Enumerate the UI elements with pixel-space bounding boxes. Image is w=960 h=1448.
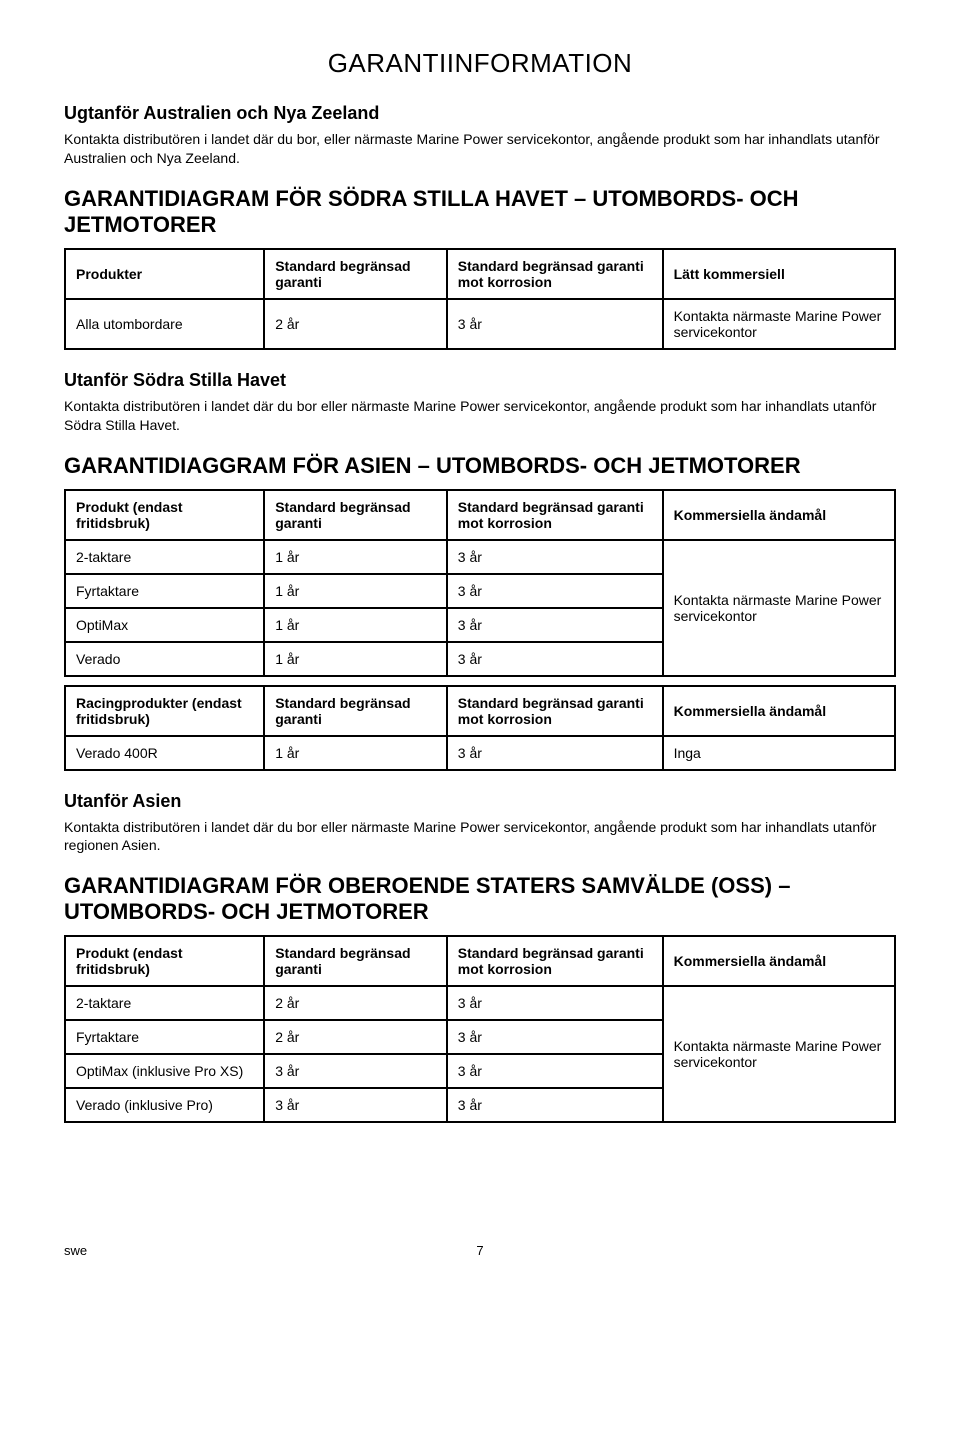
cell: OptiMax (inklusive Pro XS) xyxy=(65,1054,264,1088)
th-std: Standard begränsad garanti xyxy=(264,686,447,736)
table-cis: Produkt (endast fritidsbruk) Standard be… xyxy=(64,935,896,1123)
th-product: Produkt (endast fritidsbruk) xyxy=(65,490,264,540)
cell: Kontakta närmaste Marine Power serviceko… xyxy=(663,299,895,349)
cell: 3 år xyxy=(447,1088,663,1122)
cell: 3 år xyxy=(447,1020,663,1054)
table-row: 2-taktare 1 år 3 år Kontakta närmaste Ma… xyxy=(65,540,895,574)
cell: Fyrtaktare xyxy=(65,1020,264,1054)
cell: 1 år xyxy=(264,736,447,770)
section3-title: Utanför Södra Stilla Havet xyxy=(64,370,896,391)
cell: 3 år xyxy=(447,540,663,574)
th-comm: Lätt kommersiell xyxy=(663,249,895,299)
page-number: 7 xyxy=(476,1243,483,1258)
section6-title: GARANTIDIAGRAM FÖR OBEROENDE STATERS SAM… xyxy=(64,873,896,925)
th-corr: Standard begränsad garanti mot korrosion xyxy=(447,490,663,540)
cell: 3 år xyxy=(447,299,663,349)
th-corr: Standard begränsad garanti mot korrosion xyxy=(447,686,663,736)
cell: 2-taktare xyxy=(65,540,264,574)
cell: 3 år xyxy=(447,642,663,676)
section1-title: Ugtanför Australien och Nya Zeeland xyxy=(64,103,896,124)
table-south-pacific: Produkter Standard begränsad garanti Sta… xyxy=(64,248,896,350)
section5-title: Utanför Asien xyxy=(64,791,896,812)
cell: Verado xyxy=(65,642,264,676)
th-comm: Kommersiella ändamål xyxy=(663,490,895,540)
section1-body: Kontakta distributören i landet där du b… xyxy=(64,130,896,168)
cell: Verado 400R xyxy=(65,736,264,770)
table-asia-2: Racingprodukter (endast fritidsbruk) Sta… xyxy=(64,685,896,771)
cell: 1 år xyxy=(264,642,447,676)
th-corr: Standard begränsad garanti mot korrosion xyxy=(447,249,663,299)
table-row: Alla utombordare 2 år 3 år Kontakta närm… xyxy=(65,299,895,349)
cell: 3 år xyxy=(447,736,663,770)
th-std: Standard begränsad garanti xyxy=(264,249,447,299)
cell: 3 år xyxy=(447,608,663,642)
th-product: Racingprodukter (endast fritidsbruk) xyxy=(65,686,264,736)
cell-merged: Kontakta närmaste Marine Power serviceko… xyxy=(663,540,895,676)
cell: 1 år xyxy=(264,608,447,642)
footer-left: swe xyxy=(64,1243,87,1258)
section3-body: Kontakta distributören i landet där du b… xyxy=(64,397,896,435)
table-row: 2-taktare 2 år 3 år Kontakta närmaste Ma… xyxy=(65,986,895,1020)
section4-title: GARANTIDIAGGRAM FÖR ASIEN – UTOMBORDS- O… xyxy=(64,453,896,479)
th-product: Produkt (endast fritidsbruk) xyxy=(65,936,264,986)
page-footer: swe 7 xyxy=(64,1243,896,1258)
cell: 2 år xyxy=(264,1020,447,1054)
cell: Inga xyxy=(663,736,895,770)
cell: 3 år xyxy=(447,986,663,1020)
cell: 1 år xyxy=(264,574,447,608)
cell: Verado (inklusive Pro) xyxy=(65,1088,264,1122)
table-asia-1: Produkt (endast fritidsbruk) Standard be… xyxy=(64,489,896,677)
section2-title: GARANTIDIAGRAM FÖR SÖDRA STILLA HAVET – … xyxy=(64,186,896,238)
cell: 3 år xyxy=(447,574,663,608)
cell: 2 år xyxy=(264,299,447,349)
cell: 3 år xyxy=(447,1054,663,1088)
page-title: GARANTIINFORMATION xyxy=(64,48,896,79)
th-std: Standard begränsad garanti xyxy=(264,936,447,986)
cell: 2-taktare xyxy=(65,986,264,1020)
cell: 3 år xyxy=(264,1088,447,1122)
th-product: Produkter xyxy=(65,249,264,299)
cell: 1 år xyxy=(264,540,447,574)
cell-merged: Kontakta närmaste Marine Power serviceko… xyxy=(663,986,895,1122)
cell: 2 år xyxy=(264,986,447,1020)
cell: OptiMax xyxy=(65,608,264,642)
th-comm: Kommersiella ändamål xyxy=(663,686,895,736)
th-comm: Kommersiella ändamål xyxy=(663,936,895,986)
cell: Alla utombordare xyxy=(65,299,264,349)
th-corr: Standard begränsad garanti mot korrosion xyxy=(447,936,663,986)
th-std: Standard begränsad garanti xyxy=(264,490,447,540)
cell: 3 år xyxy=(264,1054,447,1088)
table-row: Verado 400R 1 år 3 år Inga xyxy=(65,736,895,770)
section5-body: Kontakta distributören i landet där du b… xyxy=(64,818,896,856)
cell: Fyrtaktare xyxy=(65,574,264,608)
